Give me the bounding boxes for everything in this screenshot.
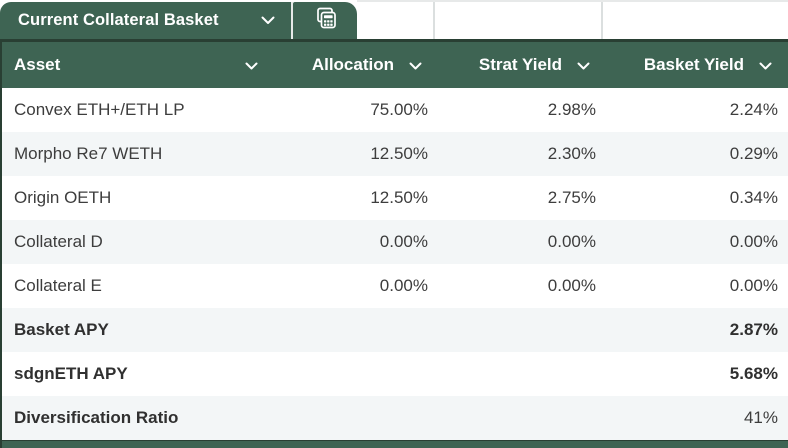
summary-value: 41% bbox=[743, 408, 778, 427]
asset-cell: Convex ETH+/ETH LP bbox=[14, 100, 185, 119]
summary-label: Basket APY bbox=[14, 320, 109, 339]
summary-label: sdgnETH APY bbox=[14, 364, 128, 383]
tab-current-collateral-basket[interactable]: Current Collateral Basket bbox=[0, 2, 291, 39]
basket-yield-cell: 0.34% bbox=[729, 188, 778, 207]
tab-label: Current Collateral Basket bbox=[18, 11, 219, 29]
asset-cell: Origin OETH bbox=[14, 188, 112, 207]
asset-cell: Morpho Re7 WETH bbox=[14, 144, 163, 163]
table-row: Collateral D 0.00% 0.00% 0.00% bbox=[2, 220, 788, 264]
allocation-cell: 0.00% bbox=[379, 232, 428, 251]
table-row: Origin OETH 12.50% 2.75% 0.34% bbox=[2, 176, 788, 220]
allocation-cell: 12.50% bbox=[370, 144, 428, 163]
column-label: Strat Yield bbox=[478, 55, 562, 74]
summary-value: 5.68% bbox=[729, 364, 778, 383]
basket-yield-cell: 0.29% bbox=[729, 144, 778, 163]
column-label: Asset bbox=[14, 55, 61, 74]
column-header-allocation[interactable]: Allocation bbox=[270, 42, 438, 88]
table-row: Collateral E 0.00% 0.00% 0.00% bbox=[2, 264, 788, 308]
calculator-icon bbox=[312, 5, 338, 36]
table-body: Convex ETH+/ETH LP 75.00% 2.98% 2.24% Mo… bbox=[2, 88, 788, 440]
tab-empty-slot bbox=[433, 2, 601, 39]
table-header-row: Asset Allocation Strat Yield Basket Yiel… bbox=[2, 42, 788, 88]
column-header-basket-yield[interactable]: Basket Yield bbox=[606, 42, 788, 88]
tab-divider bbox=[291, 2, 293, 39]
chevron-down-icon bbox=[261, 11, 275, 30]
chevron-down-icon bbox=[409, 55, 422, 75]
table-row: Morpho Re7 WETH 12.50% 2.30% 0.29% bbox=[2, 132, 788, 176]
chevron-down-icon bbox=[577, 55, 590, 75]
asset-cell: Collateral E bbox=[14, 276, 102, 295]
table-row: Convex ETH+/ETH LP 75.00% 2.98% 2.24% bbox=[2, 88, 788, 132]
column-label: Allocation bbox=[311, 55, 394, 74]
tab-bar-empty-area bbox=[357, 0, 788, 39]
summary-label: Diversification Ratio bbox=[14, 408, 179, 427]
column-label: Basket Yield bbox=[643, 55, 744, 74]
strat-yield-cell: 2.98% bbox=[547, 100, 596, 119]
strat-yield-cell: 0.00% bbox=[547, 232, 596, 251]
strat-yield-cell: 0.00% bbox=[547, 276, 596, 295]
allocation-cell: 0.00% bbox=[379, 276, 428, 295]
chevron-down-icon bbox=[245, 55, 258, 75]
basket-yield-cell: 2.24% bbox=[729, 100, 778, 119]
tab-empty-slot bbox=[601, 2, 788, 39]
tab-empty-slot bbox=[357, 2, 433, 39]
summary-row-diversification-ratio: Diversification Ratio 41% bbox=[2, 396, 788, 440]
chevron-down-icon bbox=[759, 55, 772, 75]
column-header-strat-yield[interactable]: Strat Yield bbox=[438, 42, 606, 88]
column-header-asset[interactable]: Asset bbox=[2, 42, 270, 88]
tab-bar: Current Collateral Basket bbox=[0, 0, 788, 42]
summary-row-sdgneth-apy: sdgnETH APY 5.68% bbox=[2, 352, 788, 396]
allocation-cell: 12.50% bbox=[370, 188, 428, 207]
tab-calculator[interactable] bbox=[293, 2, 357, 39]
summary-row-basket-apy: Basket APY 2.87% bbox=[2, 308, 788, 352]
basket-yield-cell: 0.00% bbox=[729, 232, 778, 251]
strat-yield-cell: 2.30% bbox=[547, 144, 596, 163]
collateral-table: Asset Allocation Strat Yield Basket Yiel… bbox=[0, 42, 788, 448]
strat-yield-cell: 2.75% bbox=[547, 188, 596, 207]
basket-yield-cell: 0.00% bbox=[729, 276, 778, 295]
asset-cell: Collateral D bbox=[14, 232, 103, 251]
allocation-cell: 75.00% bbox=[370, 100, 428, 119]
bottom-bar bbox=[2, 440, 788, 448]
summary-value: 2.87% bbox=[729, 320, 778, 339]
